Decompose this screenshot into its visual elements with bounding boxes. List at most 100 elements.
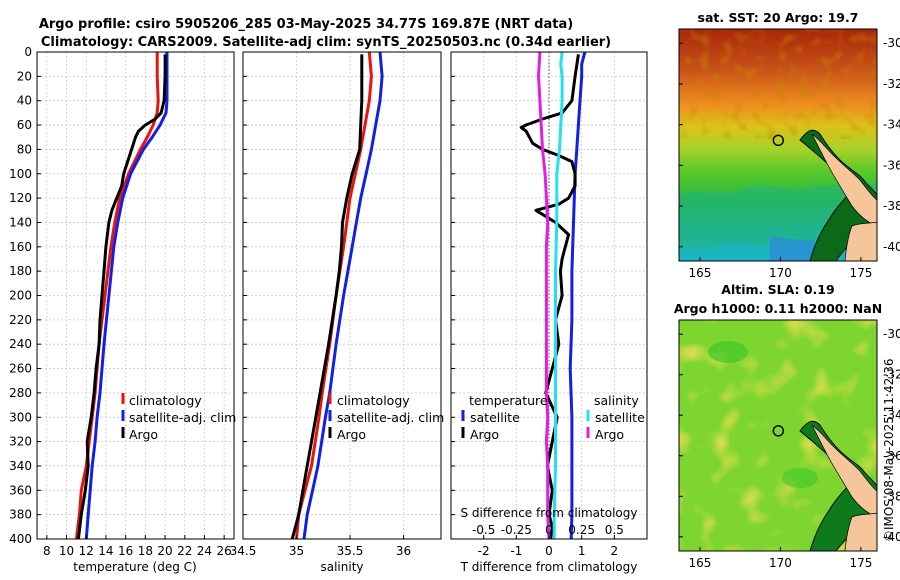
difference-lines	[519, 51, 587, 540]
y-tick-label: 220	[9, 313, 32, 327]
series-t-argo	[519, 54, 580, 540]
sst-cold-patch	[770, 236, 815, 261]
map-x-tick-label: 170	[769, 266, 792, 280]
top-tick-label: 0.25	[568, 523, 595, 537]
x-tick-label: 34.5	[230, 544, 257, 558]
series-climatology	[295, 51, 373, 540]
sla-low-patch	[708, 341, 748, 363]
legend-climatology: climatology	[129, 393, 202, 408]
x-tick-label: 22	[177, 544, 192, 558]
sst-texture	[679, 29, 877, 139]
sst-land-north	[811, 133, 877, 227]
sst-map: sat. SST: 20 Argo: 19.7 165 170 175 -30 -32 -…	[678, 10, 900, 280]
y-tick-label: 280	[9, 386, 32, 400]
y-tick-label: 340	[9, 459, 32, 473]
x-tick-label: 10	[59, 544, 74, 558]
y-tick-label: 360	[9, 483, 32, 497]
sst-map-ticks: 165 170 175 -30 -32 -34 -36 -38 -40	[679, 36, 900, 280]
x-tick-label: 12	[79, 544, 94, 558]
header-line-1: Argo profile: csiro 5905206_285 03-May-2…	[39, 17, 573, 32]
map-y-tick-label: -40	[883, 530, 900, 544]
x-tick-label: 16	[118, 544, 133, 558]
y-tick-label: 120	[9, 191, 32, 205]
x-tick-label: 8	[43, 544, 51, 558]
sla-map: Altim. SLA: 0.19 Argo h1000: 0.11 h2000:…	[674, 282, 900, 570]
temperature-legend: climatology satellite-adj. clim Argo	[121, 393, 236, 442]
map-y-tick-label: -34	[883, 118, 900, 132]
y-tick-label: 400	[9, 532, 32, 546]
series-argo	[290, 54, 364, 540]
y-tick-label: 100	[9, 167, 32, 181]
salinity-xlabel: salinity	[320, 560, 363, 574]
x-tick-label: -2	[478, 544, 490, 558]
temperature-x-ticks: 8 10 12 14 16 18 20 22 24 26	[43, 535, 232, 558]
map-y-tick-label: -40	[883, 240, 900, 254]
top-tick-label: -0.5	[472, 523, 495, 537]
top-tick-label: 0	[545, 523, 553, 537]
salinity-axes-box	[242, 51, 442, 540]
legend-climatology: climatology	[337, 393, 410, 408]
difference-panel: -2 -1 0 1 2 T difference from climatology S …	[450, 51, 648, 574]
map-x-tick-label: 165	[688, 266, 711, 280]
x-tick-label: 14	[98, 544, 113, 558]
map-y-tick-label: -30	[883, 327, 900, 341]
y-tick-label: 380	[9, 508, 32, 522]
difference-xlabel: T difference from climatology	[460, 560, 638, 574]
series-satellite-adj-clim	[84, 52, 169, 540]
temperature-grid	[37, 51, 234, 540]
legend-s-argo: Argo	[595, 427, 624, 442]
map-x-tick-label: 175	[849, 266, 872, 280]
y-tick-label: 180	[9, 264, 32, 278]
x-tick-label: 35.5	[337, 544, 364, 558]
difference-top-ticks: -0.5 -0.25 0 0.25 0.5	[472, 523, 624, 537]
legend-satellite: satellite-adj. clim	[129, 410, 236, 425]
salinity-panel: 34.5 35 35.5 36 salinity climatology satell…	[230, 51, 444, 574]
legend-t-argo: Argo	[470, 427, 499, 442]
map-y-tick-label: -34	[883, 408, 900, 422]
legend-salinity-title: salinity	[594, 393, 639, 408]
y-tick-label: 240	[9, 337, 32, 351]
y-tick-label: 40	[17, 94, 32, 108]
temperature-panel: 0 20 40 60 80 100 120 140 160 180 200 220 240 260 280 3…	[9, 45, 236, 574]
x-tick-label: 36	[396, 544, 411, 558]
y-tick-label: 60	[17, 118, 32, 132]
map-x-tick-label: 170	[769, 556, 792, 570]
series-t-satellite	[568, 51, 587, 540]
sla-map-frame	[678, 319, 878, 552]
x-tick-label: 35	[289, 544, 304, 558]
x-tick-label: 20	[157, 544, 172, 558]
y-tick-label: 200	[9, 289, 32, 303]
sst-land-south	[844, 221, 877, 261]
legend-argo: Argo	[129, 427, 158, 442]
map-y-tick-label: -30	[883, 36, 900, 50]
legend-s-satellite: satellite	[595, 410, 645, 425]
y-tick-label: 20	[17, 69, 32, 83]
map-y-tick-label: -38	[883, 199, 900, 213]
y-tick-label: 320	[9, 435, 32, 449]
top-tick-label: 0.5	[605, 523, 624, 537]
sla-low-patch	[782, 468, 818, 488]
legend-temperature-title: temperature	[469, 393, 548, 408]
map-x-tick-label: 165	[688, 556, 711, 570]
sla-map-ticks: 165 170 175 -30 -32 -34 -36 -38 -40	[679, 327, 900, 570]
x-tick-label: 24	[197, 544, 212, 558]
legend-t-satellite: satellite	[470, 410, 520, 425]
salinity-legend: climatology satellite-adj. clim Argo	[328, 393, 444, 442]
legend-satellite: satellite-adj. clim	[337, 410, 444, 425]
map-y-tick-label: -32	[883, 368, 900, 382]
temperature-axes-box	[36, 51, 235, 540]
x-tick-label: 2	[611, 544, 619, 558]
salinity-lines	[290, 51, 384, 540]
series-s-argo	[537, 51, 551, 540]
temperature-xlabel: temperature (deg C)	[73, 560, 196, 574]
sst-argo-marker	[772, 134, 785, 147]
y-tick-label: 300	[9, 410, 32, 424]
series-s-satellite	[552, 51, 564, 539]
map-y-tick-label: -36	[883, 449, 900, 463]
x-tick-label: -1	[510, 544, 522, 558]
map-x-tick-label: 175	[849, 556, 872, 570]
y-tick-label: 0	[24, 45, 32, 59]
y-tick-label: 160	[9, 240, 32, 254]
salinity-x-ticks: 34.5 35 35.5 36	[230, 535, 411, 558]
